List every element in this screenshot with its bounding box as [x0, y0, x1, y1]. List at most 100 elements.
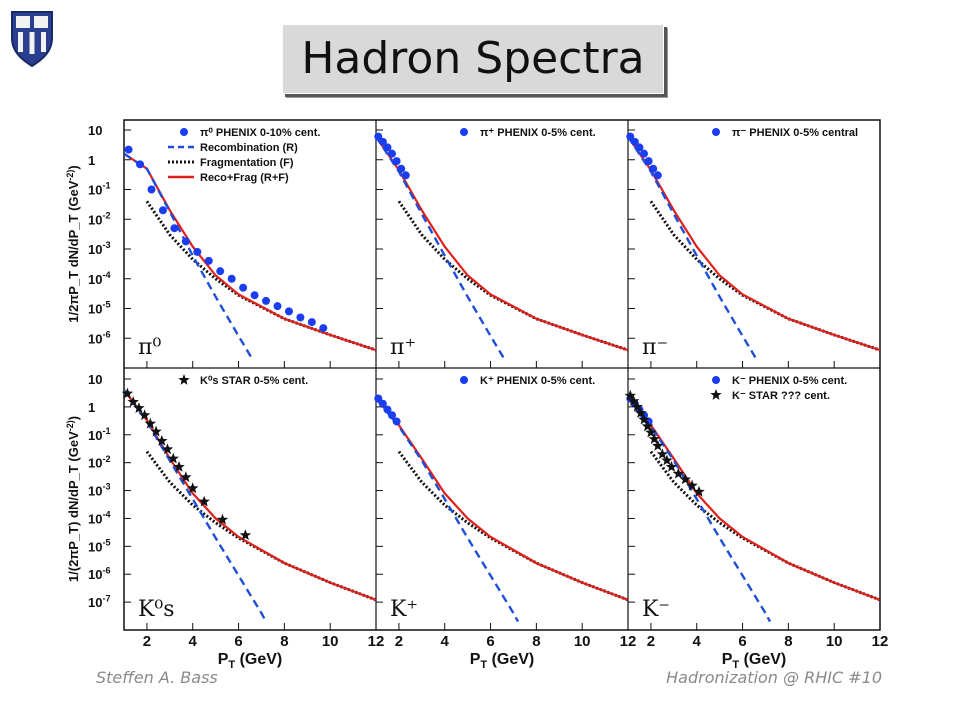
y-tick-label: 10-7: [88, 593, 111, 610]
legend-label: K⁻ STAR ??? cent.: [732, 390, 830, 402]
x-tick-label: 2: [143, 633, 151, 650]
recombination-curve: [124, 152, 254, 360]
footer-author: Steffen A. Bass: [96, 668, 218, 687]
recombination-curve: [376, 135, 506, 360]
x-axis-label: PT (GeV): [218, 651, 283, 671]
data-point-circle: [640, 149, 649, 158]
x-tick-label: 10: [322, 633, 339, 650]
data-point-star: [216, 513, 229, 525]
data-point-star: [127, 396, 139, 407]
data-point-circle: [397, 164, 406, 173]
data-point-star: [239, 529, 252, 541]
x-tick-label: 12: [872, 633, 889, 650]
fragmentation-curve: [649, 200, 880, 352]
x-tick-label: 10: [574, 633, 591, 650]
data-point-star: [138, 409, 151, 421]
panel-4: [374, 376, 628, 623]
y-tick-label: 10-6: [88, 565, 111, 582]
particle-label: π⁻: [642, 335, 668, 360]
data-point-star: [161, 443, 174, 455]
data-point-star: [645, 426, 657, 438]
y-tick-label: 10-5: [88, 300, 111, 317]
data-point-star: [187, 482, 199, 494]
legend-label: K⁰s STAR 0-5% cent.: [200, 375, 308, 387]
university-shield-icon: [11, 11, 53, 68]
data-point-star: [198, 495, 210, 507]
fragmentation-curve: [397, 450, 628, 602]
data-point-circle: [392, 157, 401, 166]
y-tick-label: 10: [88, 372, 102, 387]
legend-circle-icon: [712, 128, 720, 136]
data-point-circle: [216, 267, 225, 276]
legend-star-icon: [710, 389, 722, 400]
data-point-circle: [649, 164, 658, 173]
legend-circle-icon: [712, 376, 720, 384]
title-box: Hadron Spectra: [282, 24, 664, 94]
x-tick-label: 4: [189, 633, 198, 650]
panel-2: [626, 128, 880, 360]
data-point-circle: [319, 324, 328, 333]
legend-label: π⁰ PHENIX 0-10% cent.: [200, 127, 320, 139]
legend-circle-icon: [460, 128, 468, 136]
data-point-circle: [262, 296, 271, 305]
x-tick-label: 6: [738, 633, 746, 650]
data-point-circle: [273, 302, 282, 311]
y-tick-label: 10: [88, 123, 102, 138]
panel-0: [124, 128, 376, 360]
legend-label: Fragmentation (F): [200, 157, 294, 169]
panel-5: [624, 376, 880, 623]
data-point-star: [679, 473, 691, 485]
y-axis-label: 1/2πP_T dN/dP_T (GeV-2)): [65, 165, 81, 323]
data-point-star: [133, 402, 145, 413]
data-point-circle: [626, 132, 635, 141]
x-tick-label: 2: [647, 633, 655, 650]
x-tick-label: 6: [486, 633, 494, 650]
data-point-circle: [307, 318, 316, 327]
data-point-star: [121, 387, 134, 399]
particle-label: K⁰s: [138, 597, 175, 622]
data-point-circle: [147, 185, 156, 194]
data-point-circle: [284, 307, 293, 316]
data-point-circle: [239, 283, 248, 292]
data-point-circle: [383, 405, 392, 414]
data-point-star: [180, 471, 192, 483]
legend-label: Recombination (R): [200, 142, 298, 154]
x-tick-label: 8: [784, 633, 792, 650]
x-tick-label: 12: [368, 633, 385, 650]
particle-label: K⁺: [390, 597, 418, 622]
data-point-star: [628, 395, 640, 407]
data-point-star: [631, 400, 643, 412]
reco-frag-curve: [628, 135, 880, 352]
x-tick-label: 6: [234, 633, 242, 650]
x-tick-label: 4: [693, 633, 702, 650]
reco-frag-curve: [628, 397, 880, 601]
legend-circle-icon: [460, 376, 468, 384]
figure-frame: [123, 119, 881, 631]
data-point-star: [156, 435, 168, 446]
recombination-curve: [376, 397, 520, 623]
legend-label: K⁺ PHENIX 0-5% cent.: [480, 375, 595, 387]
data-point-star: [167, 452, 179, 464]
fragmentation-curve: [397, 200, 628, 352]
y-tick-label: 10-2: [88, 454, 111, 471]
data-point-circle: [158, 206, 167, 215]
recombination-curve: [628, 135, 758, 360]
y-tick-label: 10-3: [88, 482, 111, 499]
data-point-star: [144, 417, 157, 429]
data-point-circle: [378, 137, 387, 146]
data-point-star: [656, 448, 669, 460]
legend-label: π⁺ PHENIX 0-5% cent.: [480, 127, 596, 139]
data-point-circle: [181, 237, 190, 246]
y-tick-label: 10-2: [88, 210, 111, 227]
data-point-star: [641, 420, 654, 432]
legend-label: π⁻ PHENIX 0-5% central: [732, 127, 858, 139]
data-point-circle: [388, 149, 397, 158]
x-tick-label: 12: [620, 633, 637, 650]
data-point-circle: [250, 291, 259, 300]
y-tick-label: 10-4: [88, 510, 111, 527]
y-tick-label: 10-4: [88, 270, 111, 287]
data-point-star: [686, 479, 698, 491]
data-point-star: [661, 454, 673, 466]
data-point-star: [648, 433, 661, 444]
